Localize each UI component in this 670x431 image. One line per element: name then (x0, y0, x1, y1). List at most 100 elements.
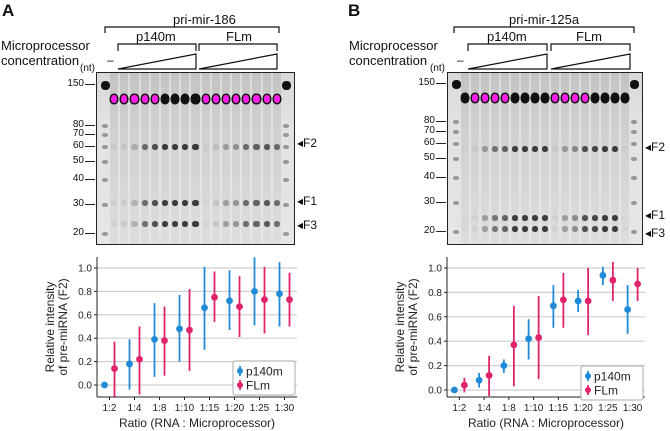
ladder-band (283, 145, 289, 149)
gel-lane (272, 73, 281, 244)
fragment-band (542, 146, 548, 152)
precursor-band (602, 94, 608, 102)
ladder-top-band (282, 81, 291, 90)
x-tick-label: 1:30 (275, 403, 295, 414)
concentration-label-b: concentration (349, 53, 428, 68)
legend-label-flm: FLm (246, 379, 270, 393)
gel-lane (531, 73, 539, 244)
fragment-band (502, 215, 508, 221)
point-p140m (226, 297, 233, 305)
precursor-band (182, 95, 189, 103)
x-tick-label: 1:2 (103, 403, 117, 414)
precursor-band (532, 94, 538, 102)
ladder-band (631, 120, 637, 124)
precursor-band (492, 94, 498, 102)
ladder-band (283, 232, 289, 236)
fragment-band (602, 215, 608, 221)
fragment-band (552, 146, 558, 152)
point-p140m (251, 288, 258, 295)
x-tick-label: 1:8 (502, 403, 516, 414)
gel-lane (211, 73, 220, 244)
gel-lane (621, 73, 629, 244)
x-tick-label: 1:4 (128, 403, 142, 414)
fragment-band (263, 221, 270, 227)
precursor-band (141, 95, 148, 103)
ladder-band (283, 160, 289, 164)
precursor-band (512, 94, 518, 102)
precursor-band (263, 95, 270, 103)
legend-marker-dot (237, 368, 243, 374)
point-flm (535, 334, 543, 341)
size-marker-tick (85, 233, 95, 234)
fragment-band (263, 200, 270, 206)
precursor-band (131, 95, 138, 103)
fragment-band (273, 221, 280, 227)
group-label-p140m-b: p140m (487, 29, 527, 44)
size-marker-label: 20 (72, 227, 84, 238)
nt-unit-a: (nt) (80, 63, 95, 74)
size-marker-tick (436, 121, 446, 122)
x-tick-label: 1:10 (524, 403, 544, 414)
point-p140m (176, 325, 183, 333)
legend-label-p140m: p140m (594, 370, 631, 384)
point-flm (634, 280, 642, 288)
fragment-label-f3: ◂F3 (645, 226, 666, 240)
fragment-band (552, 215, 558, 221)
bracket-flm-b (550, 43, 631, 51)
point-p140m (525, 335, 533, 343)
ladder-band (453, 120, 459, 124)
x-tick-label: 1:2 (452, 403, 466, 414)
minus-label-b: – (457, 53, 464, 67)
ladder-band (453, 176, 459, 180)
fragment-band (612, 226, 618, 232)
y-tick-label: 0.0 (78, 381, 92, 392)
gel-lane (120, 73, 129, 244)
ladder-band (283, 203, 289, 207)
y-tick-label: 1.0 (428, 264, 442, 275)
fragment-band (212, 144, 219, 150)
precursor-band (622, 94, 628, 102)
fragment-band (141, 200, 148, 206)
size-marker-label: 80 (72, 119, 84, 130)
y-tick-label: 0.4 (78, 334, 92, 345)
fragment-band (253, 144, 260, 150)
gel-lane (521, 73, 529, 244)
rna-name-b: pri-mir-125a (509, 12, 580, 27)
gel-lane (191, 73, 200, 244)
gel-lane (561, 73, 569, 244)
fragment-band (492, 146, 498, 152)
fragment-label-f1: ◂F1 (645, 208, 666, 222)
gel-lane (181, 73, 190, 244)
y-axis-label: of pre-miRNA (F2) (406, 278, 420, 375)
size-marker-tick (85, 134, 95, 135)
fragment-band (602, 146, 608, 152)
fragment-band (172, 221, 179, 227)
fragment-band (532, 215, 538, 221)
point-flm (609, 276, 617, 284)
fragment-band (121, 144, 128, 150)
group-label-flm-a: FLm (226, 29, 252, 44)
fragment-band (111, 221, 118, 227)
fragment-band (492, 226, 498, 232)
fragment-band (192, 200, 199, 206)
ladder-band (283, 124, 289, 128)
precursor-band (612, 94, 618, 102)
gel-lane (571, 73, 579, 244)
fragment-band (161, 144, 169, 150)
ladder-band (453, 142, 459, 146)
gel-lane (501, 73, 509, 244)
fragment-band (482, 146, 488, 152)
size-marker-label: 70 (72, 128, 84, 139)
fragment-band (192, 144, 199, 150)
ladder-band (102, 232, 108, 236)
fragment-band (502, 226, 508, 232)
size-marker-tick (85, 146, 95, 147)
fragment-band (121, 221, 128, 227)
y-axis-label: Relative intensity (393, 282, 407, 373)
precursor-band (572, 94, 578, 102)
size-marker-tick (85, 179, 95, 180)
fragment-band (131, 221, 138, 227)
fragment-band (572, 215, 578, 221)
fragment-band (243, 144, 250, 150)
